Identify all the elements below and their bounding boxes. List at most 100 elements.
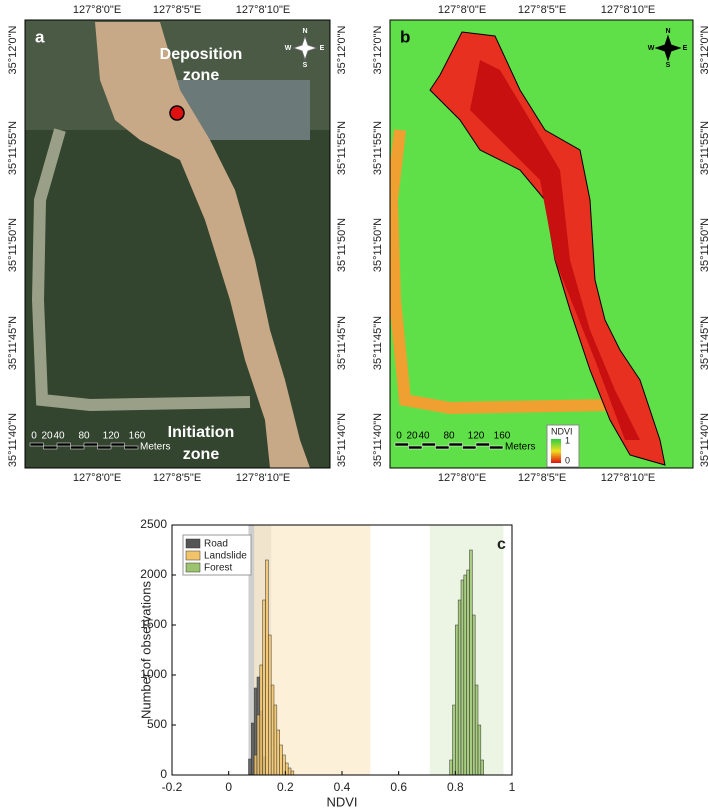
scale-unit: Meters [505,442,536,453]
latitude-label: 35°11'55"N [699,121,708,175]
histogram-bar [452,704,456,776]
longitude-label: 127°8'0"E [73,4,121,16]
scale-bar [56,442,71,447]
longitude-label: 127°8'5"E [153,4,201,16]
x-tick-label: 0.8 [447,780,464,794]
ndvi-colorbar [551,439,561,463]
histogram-bar [477,724,482,776]
longitude-label: 127°8'5"E [518,472,566,484]
histogram-bar [268,634,272,776]
histogram-bar [290,770,295,776]
y-tick-label: 2500 [140,517,167,531]
longitude-label: 127°8'10"E [236,4,290,16]
histogram-bar [265,559,269,776]
scale-label: 80 [443,431,455,442]
histogram-bar [270,684,275,776]
scale-bar [124,445,139,450]
y-tick-label: 2000 [140,567,167,581]
histogram-bar [455,624,459,776]
y-tick-label: 500 [147,717,167,731]
zone-annotation: zone [183,446,220,463]
map-frame [389,19,694,469]
histogram-bar [460,579,465,776]
histogram-bar [466,569,470,776]
scale-label: 20 [41,431,53,442]
latitude-label: 35°11'50"N [699,218,708,272]
latitude-label: 35°11'55"N [372,121,384,175]
histogram-bar [276,729,280,776]
panel-label: a [35,27,45,46]
scale-bar [70,445,85,450]
y-tick-label: 1000 [140,667,167,681]
scale-label: 0 [31,431,37,442]
latitude-label: 35°12'0"N [7,25,19,74]
legend-max: 1 [565,435,570,445]
scale-bar [421,442,436,447]
zone-annotation: Initiation [168,424,235,441]
ndvi-image [390,20,693,468]
scale-label: 40 [53,431,65,442]
legend-swatch [185,538,201,549]
compass-letter: E [320,45,325,52]
latitude-label: 35°12'0"N [699,25,708,74]
scale-bar [489,445,504,450]
x-tick-label: 1 [509,780,516,794]
latitude-label: 35°11'45"N [7,316,19,370]
map-frame [24,19,331,469]
scale-bar [43,445,58,450]
longitude-label: 127°8'10"E [601,4,655,16]
compass-letter: W [648,45,655,52]
histogram-bar [472,614,476,776]
scale-label: 160 [494,431,511,442]
histogram-bar [480,759,484,776]
compass-rose [654,34,682,62]
panel-label: b [400,27,410,46]
histogram-bar [469,549,473,776]
y-tick-label: 1500 [140,617,167,631]
scale-bar [462,445,477,450]
histogram-bar [279,744,283,776]
x-tick-label: -0.2 [162,780,183,794]
longitude-label: 127°8'0"E [73,472,121,484]
histogram-bar [262,599,266,776]
longitude-label: 127°8'0"E [438,4,486,16]
scale-bar [408,445,423,450]
latitude-label: 35°11'40"N [336,413,348,467]
legend-swatch [185,562,201,573]
latitude-label: 35°11'50"N [372,218,384,272]
histogram-bar [474,684,479,776]
histogram-bar [256,714,261,776]
histogram-bar [287,767,292,776]
panel-label: c [497,536,506,553]
scale-bar [110,442,125,447]
scale-bar [97,445,112,450]
x-axis-label: NDVI [326,794,357,809]
latitude-label: 35°12'0"N [336,25,348,74]
zone-annotation: zone [183,67,220,84]
satellite-image [25,20,330,468]
x-tick-label: 0 [225,780,232,794]
y-tick-label: 0 [160,767,167,781]
scale-bar [394,442,409,447]
histogram-bar [463,574,467,776]
legend-label: Road [204,539,228,550]
latitude-label: 35°11'50"N [7,218,19,272]
histogram-bar [248,758,252,776]
compass-letter: S [666,62,671,69]
latitude-label: 35°12'0"N [372,25,384,74]
scale-bar [83,442,98,447]
legend-label: Landslide [204,551,247,562]
latitude-label: 35°11'40"N [7,413,19,467]
latitude-label: 35°11'55"N [7,121,19,175]
compass-letter: S [303,62,308,69]
histogram-bar [251,722,255,776]
histogram-bar [253,754,258,776]
scale-unit: Meters [140,442,171,453]
latitude-label: 35°11'45"N [372,316,384,370]
latitude-label: 35°11'45"N [336,316,348,370]
longitude-label: 127°8'5"E [518,4,566,16]
histogram-bar [457,599,462,776]
scale-label: 40 [418,431,430,442]
scale-bar [448,442,463,447]
